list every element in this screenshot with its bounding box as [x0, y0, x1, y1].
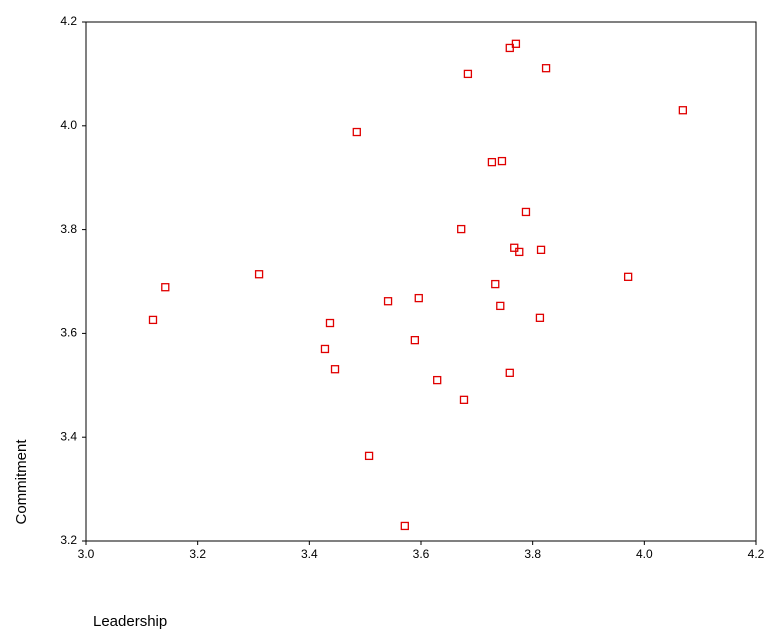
point — [460, 396, 467, 403]
point — [434, 377, 441, 384]
point — [321, 345, 328, 352]
point — [326, 320, 333, 327]
point — [516, 248, 523, 255]
point — [401, 522, 408, 529]
point — [679, 107, 686, 114]
point — [411, 337, 418, 344]
point — [625, 273, 632, 280]
point — [150, 316, 157, 323]
point — [385, 298, 392, 305]
point — [353, 129, 360, 136]
y-tick-label: 4.2 — [60, 14, 77, 28]
point — [464, 70, 471, 77]
x-tick-label: 3.2 — [189, 547, 206, 561]
point — [511, 244, 518, 251]
point — [332, 366, 339, 373]
x-tick-label: 3.6 — [413, 547, 430, 561]
point — [488, 159, 495, 166]
point — [538, 246, 545, 253]
y-tick-label: 4.0 — [60, 118, 77, 132]
x-tick-label: 3.4 — [301, 547, 318, 561]
y-axis-title: Commitment — [13, 439, 30, 525]
y-tick-label: 3.4 — [60, 429, 77, 443]
point — [536, 314, 543, 321]
point — [162, 284, 169, 291]
x-tick-label: 3.8 — [524, 547, 541, 561]
point — [506, 369, 513, 376]
point — [458, 226, 465, 233]
point — [498, 158, 505, 165]
x-tick-label: 3.0 — [78, 547, 95, 561]
point — [366, 452, 373, 459]
point — [415, 295, 422, 302]
x-axis-title: Leadership — [93, 613, 167, 630]
x-tick-label: 4.0 — [636, 547, 653, 561]
point — [492, 281, 499, 288]
point — [256, 271, 263, 278]
y-tick-label: 3.6 — [60, 326, 77, 340]
point — [543, 65, 550, 72]
chart: Leadership Commitment 3.03.23.43.63.84.0… — [0, 0, 766, 630]
point — [522, 208, 529, 215]
plot-frame — [86, 22, 756, 541]
y-tick-label: 3.2 — [60, 533, 77, 547]
y-tick-label: 3.8 — [60, 222, 77, 236]
x-tick-label: 4.2 — [748, 547, 765, 561]
point — [497, 302, 504, 309]
